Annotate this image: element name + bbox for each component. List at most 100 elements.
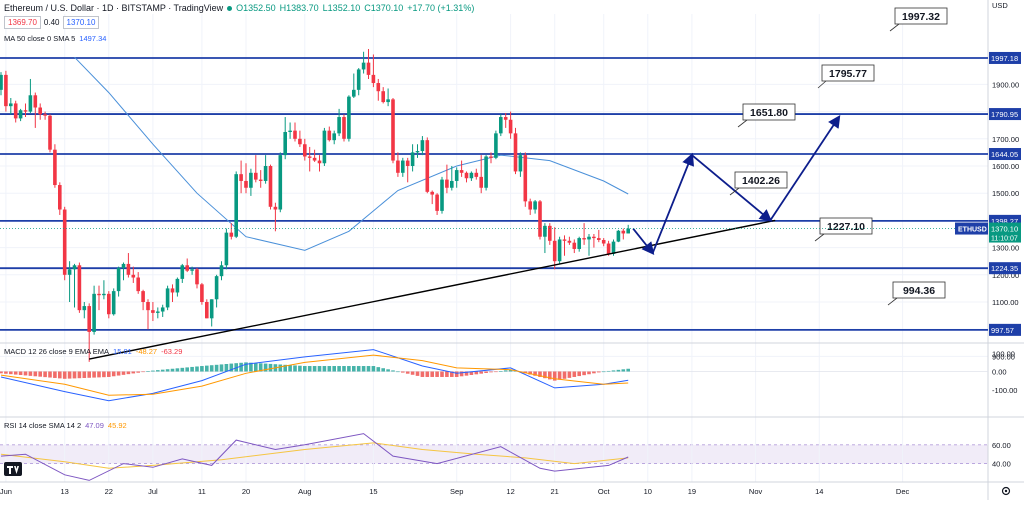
candle (82, 302, 87, 319)
callout-leader (814, 233, 825, 242)
candle-body (283, 132, 287, 156)
candle-body (322, 130, 327, 164)
macd-histogram-bar (303, 366, 307, 372)
macd-histogram-bar (499, 371, 503, 372)
callout-box (892, 281, 946, 299)
candle-body (499, 117, 503, 134)
candle-body (396, 160, 400, 173)
candle-body (33, 95, 38, 108)
level-axis-tag-label: 1790.95 (991, 110, 1018, 119)
settings-gear-icon[interactable] (1001, 486, 1011, 496)
candle (332, 130, 336, 145)
macd-legend[interactable]: MACD 12 26 close 9 EMA EMA 15.01 -48.27 … (4, 347, 182, 356)
level-callout: 1997.32 (889, 7, 948, 32)
candle-body (342, 117, 346, 139)
candle (77, 262, 82, 313)
candle-body (146, 302, 150, 311)
candle (552, 227, 557, 270)
candle (263, 155, 268, 184)
candle (454, 167, 459, 188)
candle (489, 152, 493, 164)
bar-countdown: 11:10:07 (991, 236, 1018, 243)
candle-body (435, 194, 439, 211)
candle (391, 98, 395, 164)
sell-button[interactable]: 1369.70 (4, 16, 41, 29)
candle-body (494, 133, 498, 158)
candle (97, 285, 101, 311)
buy-button[interactable]: 1370.10 (62, 16, 100, 29)
candle (298, 130, 302, 147)
candle-body (258, 179, 263, 181)
candle-body (621, 230, 626, 234)
level-axis-tag: 1997.18 (989, 51, 1021, 64)
candle-body (528, 201, 532, 210)
macd-histogram-bar (391, 370, 395, 372)
candle-body (87, 306, 91, 332)
macd-legend-label: MACD 12 26 close 9 EMA EMA (4, 347, 110, 356)
macd-histogram-bar (396, 371, 400, 373)
macd-histogram-bar (587, 371, 591, 375)
macd-histogram-bar (572, 371, 577, 377)
callout-leader (729, 187, 740, 196)
candle (312, 149, 317, 162)
candle-body (523, 155, 528, 202)
candle-body (214, 276, 219, 300)
macd-histogram-bar (557, 371, 562, 380)
candle-body (587, 236, 591, 240)
time-tick-label: Jul (148, 487, 158, 496)
ohlc-close: C1370.10 (364, 3, 404, 13)
candle-body (209, 299, 214, 319)
candle (195, 268, 199, 289)
candle (347, 95, 351, 142)
rsi-line (0, 433, 629, 481)
candle-body (58, 185, 62, 210)
candle (141, 289, 145, 311)
candle-body (391, 99, 395, 161)
time-tick-label: 22 (105, 487, 113, 496)
chart-header: Ethereum / U.S. Dollar · 1D · BITSTAMP ·… (4, 1, 474, 15)
level-axis-tag-label: 1997.18 (991, 54, 1018, 63)
candle-body (273, 206, 278, 210)
candle (562, 235, 567, 256)
macd-histogram-bar (28, 371, 33, 376)
macd-histogram-bar (548, 371, 552, 380)
time-tick-label: Dec (896, 487, 910, 496)
candle-body (352, 89, 356, 97)
level-callout: 1402.26 (729, 171, 788, 196)
candle (278, 152, 283, 213)
time-tick-label: Aug (298, 487, 311, 496)
candle-body (4, 74, 8, 107)
candle (190, 266, 194, 275)
candle-body (0, 74, 3, 90)
macd-histogram-bar (121, 371, 126, 375)
macd-histogram-bar (342, 366, 346, 372)
ma-legend[interactable]: MA 50 close 0 SMA 5 1497.34 (4, 34, 106, 43)
candle-body (415, 151, 420, 153)
candle (185, 258, 189, 273)
macd-histogram-bar (4, 371, 8, 374)
candle (494, 130, 498, 160)
callout-value: 1795.77 (829, 68, 867, 80)
macd-histogram-bar (376, 367, 381, 372)
projection-arrow (769, 114, 841, 221)
gear-ring (1001, 486, 1011, 496)
candle (165, 285, 170, 311)
candle (626, 224, 630, 234)
macd-histogram-bar (156, 370, 160, 372)
macd-histogram-bar (489, 371, 493, 373)
candle (513, 127, 518, 175)
macd-histogram-bar (552, 371, 557, 381)
candle (254, 155, 258, 183)
candle (601, 238, 606, 247)
candle (405, 157, 410, 183)
logo-bg (4, 462, 22, 476)
rsi-legend[interactable]: RSI 14 close SMA 14 2 47.09 45.92 (4, 421, 127, 430)
candle-body (366, 62, 371, 75)
macd-histogram-bar (9, 371, 13, 375)
price-tick-label: 1300.00 (992, 244, 1019, 253)
candle (548, 223, 552, 245)
candle-body (185, 265, 189, 271)
macd-histogram-bar (366, 366, 371, 372)
macd-histogram-bar (454, 371, 459, 377)
